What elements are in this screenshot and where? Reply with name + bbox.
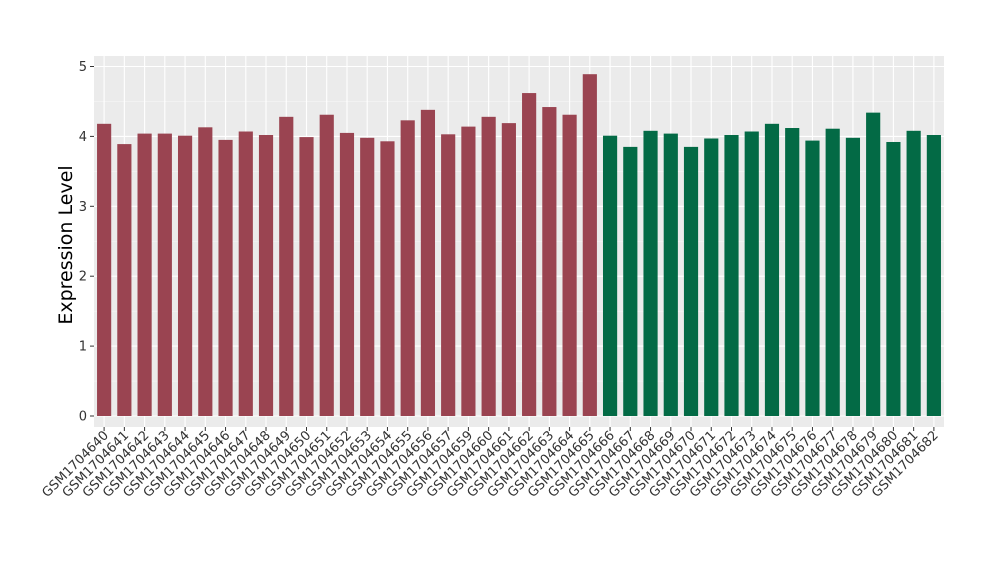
bar-GSM1704642 bbox=[137, 133, 152, 416]
bar-GSM1704675 bbox=[785, 128, 800, 416]
bar-GSM1704650 bbox=[299, 137, 314, 416]
y-tick-label: 2 bbox=[79, 270, 87, 285]
bar-GSM1704653 bbox=[360, 137, 375, 416]
y-axis-title: Expression Level bbox=[55, 165, 77, 324]
bar-GSM1704670 bbox=[683, 146, 699, 416]
bar-GSM1704680 bbox=[886, 141, 901, 416]
bar-GSM1704649 bbox=[279, 116, 294, 416]
bar-GSM1704648 bbox=[258, 135, 274, 416]
bar-GSM1704646 bbox=[218, 139, 233, 416]
bar-GSM1704644 bbox=[177, 135, 193, 417]
y-tick-label: 4 bbox=[79, 130, 87, 145]
bar-GSM1704681 bbox=[906, 130, 921, 417]
y-tick-label: 1 bbox=[79, 340, 87, 355]
bar-GSM1704652 bbox=[339, 132, 355, 416]
bar-GSM1704641 bbox=[117, 144, 132, 417]
bar-GSM1704651 bbox=[319, 114, 334, 416]
bar-GSM1704677 bbox=[825, 128, 840, 416]
bar-GSM1704643 bbox=[157, 133, 172, 416]
bar-GSM1704668 bbox=[643, 130, 658, 417]
bar-GSM1704661 bbox=[501, 123, 516, 416]
bar-GSM1704657 bbox=[441, 134, 456, 417]
bar-GSM1704669 bbox=[663, 133, 678, 416]
bar-GSM1704671 bbox=[704, 138, 719, 416]
bar-GSM1704647 bbox=[238, 131, 253, 416]
bar-GSM1704654 bbox=[380, 141, 395, 416]
bar-GSM1704663 bbox=[542, 107, 557, 417]
bar-GSM1704662 bbox=[522, 93, 537, 416]
bar-GSM1704682 bbox=[926, 135, 941, 416]
y-axis: 0 1 2 3 4 5 bbox=[79, 60, 94, 425]
bar-GSM1704664 bbox=[562, 114, 577, 416]
bar-GSM1704679 bbox=[866, 112, 881, 416]
x-axis: GSM1704640GSM1704641GSM1704642GSM1704643… bbox=[40, 427, 942, 501]
bar-GSM1704655 bbox=[400, 120, 415, 416]
y-tick-label: 3 bbox=[79, 200, 87, 215]
minor-gridlines bbox=[94, 101, 944, 382]
bars bbox=[97, 74, 941, 417]
bar-GSM1704659 bbox=[461, 126, 476, 416]
bar-GSM1704640 bbox=[97, 123, 112, 417]
bar-GSM1704674 bbox=[764, 123, 780, 417]
bar-GSM1704673 bbox=[744, 131, 759, 416]
bar-GSM1704645 bbox=[198, 127, 213, 417]
bar-GSM1704678 bbox=[845, 137, 861, 416]
bar-GSM1704666 bbox=[602, 135, 618, 417]
y-tick-label: 0 bbox=[79, 410, 87, 425]
bar-GSM1704667 bbox=[623, 146, 638, 416]
bar-GSM1704676 bbox=[805, 140, 820, 416]
bar-GSM1704665 bbox=[582, 74, 597, 417]
y-tick-label: 5 bbox=[79, 60, 87, 75]
bar-GSM1704660 bbox=[481, 116, 496, 416]
bar-GSM1704656 bbox=[420, 109, 436, 416]
bar-GSM1704672 bbox=[724, 135, 739, 416]
